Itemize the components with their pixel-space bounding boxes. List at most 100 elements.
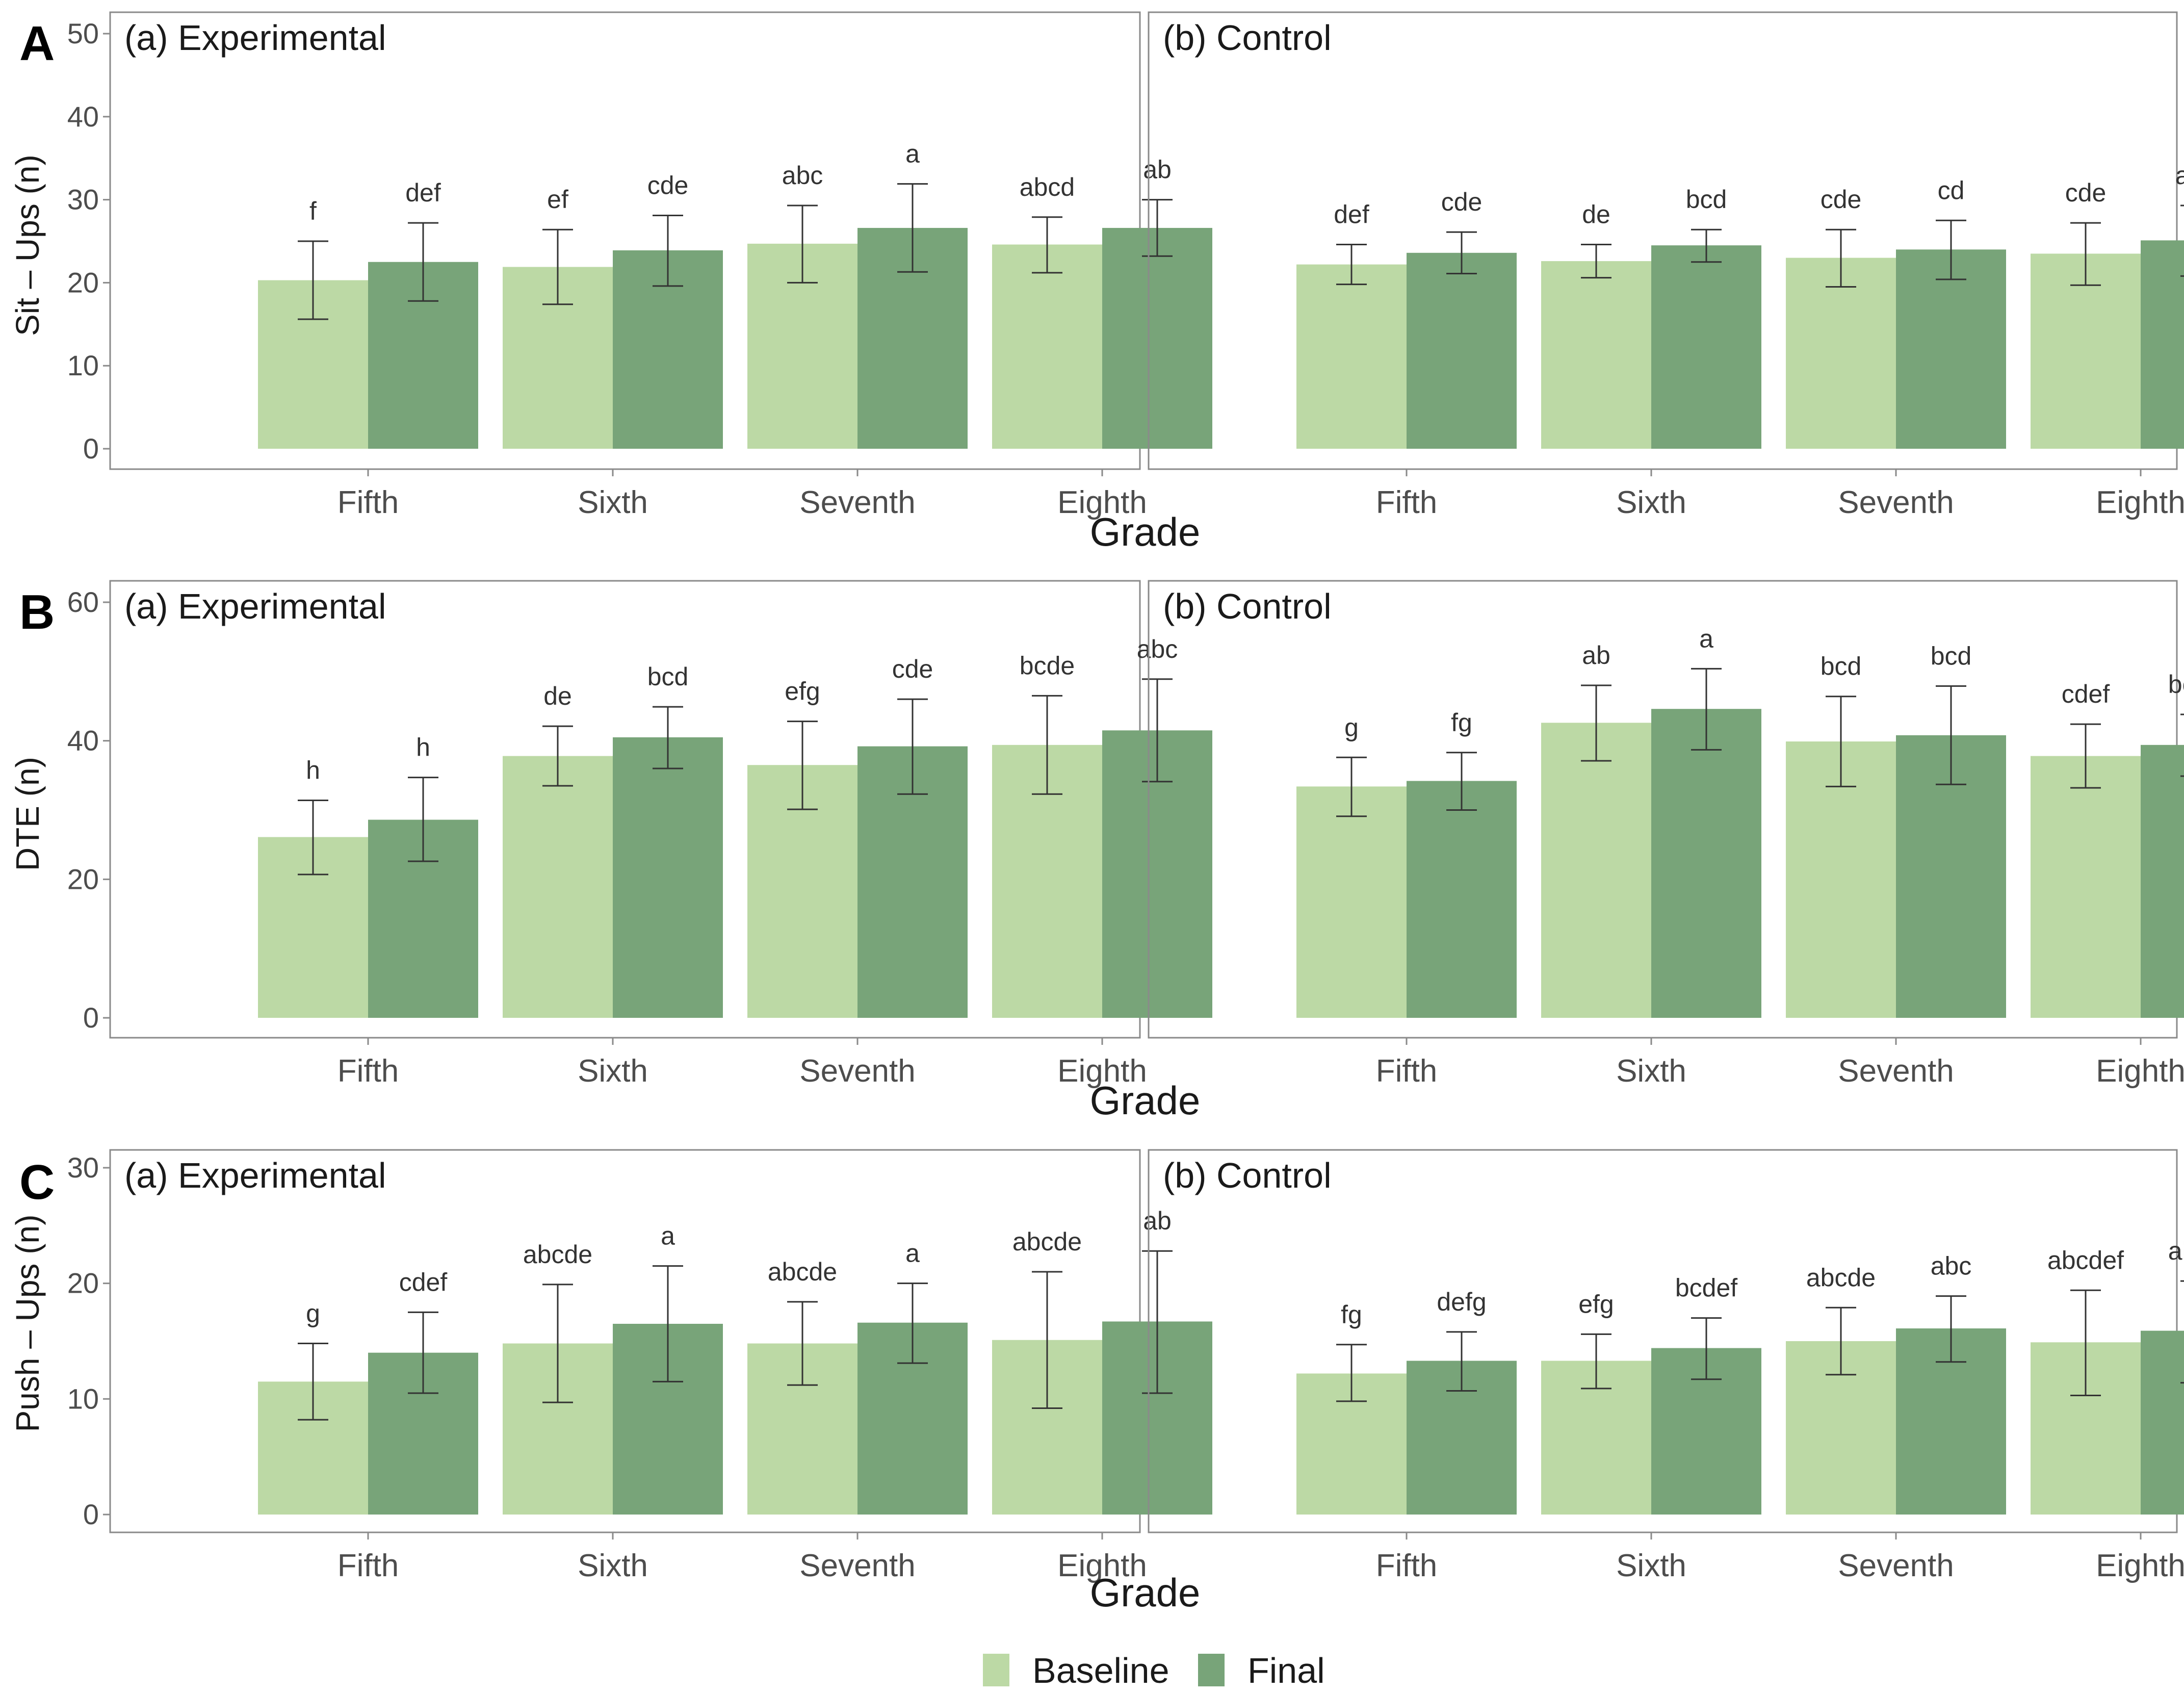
error-bar <box>2070 723 2101 789</box>
x-tick-label: Eighth <box>1057 1548 1147 1583</box>
significance-label: abc <box>1137 635 1178 663</box>
panel-b: B DTE (n) (a) Experimental 0 20 40 60 Fifth h h… <box>9 580 2184 1123</box>
significance-label: de <box>543 682 572 710</box>
significance-label: cdef <box>2062 680 2110 708</box>
error-bar <box>1032 695 1062 795</box>
bar-final <box>613 737 723 1018</box>
error-bar <box>1581 684 1611 762</box>
panel-letter-a: A <box>19 16 55 71</box>
significance-label: fg <box>1451 708 1472 737</box>
facet-control: (b) Control Fifth fg defg Sixth efg bcdef Seven… <box>1148 1149 2184 1583</box>
bar-final <box>1651 709 1761 1018</box>
error-bar <box>542 725 573 787</box>
error-bar <box>787 721 818 810</box>
significance-label: ef <box>547 185 568 214</box>
significance-label: bcd <box>1821 652 1862 681</box>
x-tick-label: Fifth <box>337 485 399 520</box>
facet-experimental: (a) Experimental 0 20 40 60 Fifth h h Sixth de bcd… <box>67 580 1212 1089</box>
error-bar <box>1142 678 1173 783</box>
bar-baseline <box>1541 261 1651 449</box>
error-bar <box>298 799 328 876</box>
error-bar <box>1826 228 1856 288</box>
legend-label-baseline: Baseline <box>1032 1651 1169 1690</box>
significance-label: a <box>905 1239 920 1268</box>
y-tick-label: 0 <box>83 1498 99 1530</box>
bar-final <box>1102 227 1212 449</box>
significance-label: bcde <box>1020 651 1075 680</box>
error-bar <box>1691 228 1722 263</box>
significance-label: cde <box>647 171 689 200</box>
significance-label: g <box>306 1299 320 1328</box>
significance-label: def <box>405 178 441 207</box>
y-tick-label: 60 <box>67 586 99 618</box>
facet-title: (a) Experimental <box>124 1156 386 1195</box>
x-axis-title: Grade <box>1090 1570 1201 1615</box>
legend: Baseline Final <box>983 1651 1325 1690</box>
error-bar <box>653 706 683 769</box>
error-bar <box>897 698 928 795</box>
significance-label: cdef <box>399 1268 448 1296</box>
significance-label: h <box>416 733 430 762</box>
significance-label: abcd <box>2168 1237 2184 1265</box>
panel-letter-b: B <box>19 585 55 639</box>
error-bar <box>1936 685 1966 785</box>
significance-label: efg <box>785 677 820 706</box>
error-bar <box>1691 668 1722 751</box>
error-bar <box>1446 752 1477 811</box>
error-bar <box>1032 1271 1062 1409</box>
significance-label: g <box>1344 713 1359 741</box>
significance-label: abc <box>782 161 823 190</box>
y-tick-label: 0 <box>83 1002 99 1034</box>
bar-final <box>1407 252 1517 449</box>
x-tick-label: Seventh <box>1838 1548 1954 1583</box>
x-tick-label: Eighth <box>2096 1548 2184 1583</box>
error-bar <box>1142 1250 1173 1394</box>
legend-label-final: Final <box>1247 1651 1325 1690</box>
x-tick-label: Fifth <box>1376 1054 1438 1089</box>
significance-label: bcd <box>1931 642 1972 670</box>
significance-label: cd <box>1938 176 1965 204</box>
x-tick-label: Sixth <box>1616 1054 1686 1089</box>
panel-c: C Push – Ups (n) (a) Experimental 0 10 20 30… <box>9 1149 2184 1615</box>
y-tick-label: 10 <box>67 349 99 381</box>
significance-label: abc <box>2175 161 2184 190</box>
error-bar <box>1581 244 1611 279</box>
error-bar <box>653 215 683 287</box>
bar-baseline <box>1296 786 1407 1018</box>
significance-label: efg <box>1578 1290 1614 1318</box>
x-tick-label: Sixth <box>1616 485 1686 520</box>
significance-label: h <box>306 756 320 784</box>
x-tick-label: Sixth <box>578 1548 648 1583</box>
x-tick-label: Sixth <box>578 1054 648 1089</box>
error-bar <box>408 222 438 302</box>
y-tick-label: 10 <box>67 1382 99 1415</box>
error-bar <box>1446 1331 1477 1392</box>
legend-swatch-final <box>1198 1654 1225 1686</box>
significance-label: a <box>905 140 920 168</box>
bar-final <box>1407 781 1517 1018</box>
error-bar <box>1691 1317 1722 1380</box>
significance-label: def <box>1334 200 1369 229</box>
error-bar <box>1446 231 1477 274</box>
significance-label: f <box>309 197 317 225</box>
panel-letter-c: C <box>19 1155 55 1210</box>
x-tick-label: Seventh <box>799 1548 916 1583</box>
significance-label: abcd <box>1020 173 1075 201</box>
error-bar <box>1826 696 1856 787</box>
facet-experimental: (a) Experimental 0 10 20 30 Fifth g cdef Sixth ab… <box>67 1149 1212 1583</box>
significance-label: de <box>1582 200 1610 229</box>
significance-label: bcd <box>647 662 689 691</box>
error-bar <box>408 1311 438 1394</box>
significance-label: ab <box>1143 1207 1172 1235</box>
y-tick-label: 20 <box>67 266 99 298</box>
error-bar <box>1826 1306 1856 1376</box>
x-axis-title: Grade <box>1090 509 1201 554</box>
significance-label: abc <box>1931 1252 1972 1280</box>
x-tick-label: Fifth <box>337 1548 399 1583</box>
x-tick-label: Fifth <box>337 1054 399 1089</box>
facet-title: (b) Control <box>1163 18 1332 58</box>
significance-label: bcde <box>2168 670 2184 699</box>
bar-baseline <box>1786 258 1896 449</box>
significance-label: abcdef <box>2047 1246 2124 1274</box>
